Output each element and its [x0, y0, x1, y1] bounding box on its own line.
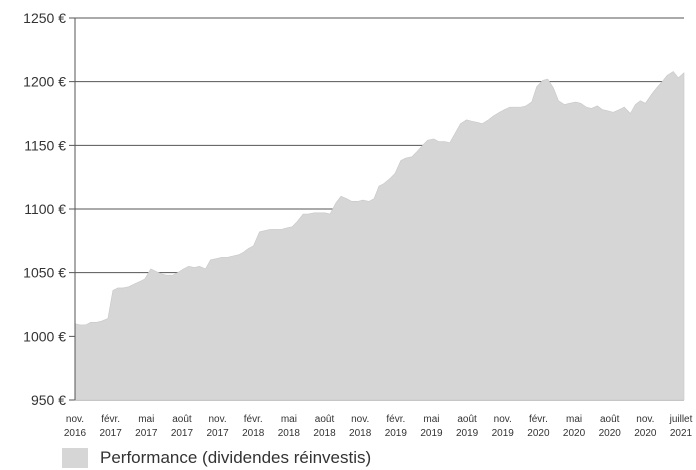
y-tick-label: 1050 € — [23, 265, 66, 281]
x-tick-year: 2020 — [527, 428, 550, 439]
y-tick-label: 1100 € — [24, 201, 66, 217]
y-tick-label: 950 € — [31, 392, 66, 408]
x-tick-month: nov. — [66, 414, 84, 425]
x-tick-year: 2018 — [242, 428, 265, 439]
x-tick-month: févr. — [244, 414, 263, 425]
legend-swatch — [62, 448, 88, 468]
x-tick-year: 2017 — [100, 428, 123, 439]
x-tick-month: août — [600, 414, 620, 425]
area-chart: 950 € 1000 € 1050 € 1100 € 1150 € 1200 € 1250 … — [23, 10, 693, 439]
x-tick-year: 2019 — [492, 428, 515, 439]
x-tick-year: 2021 — [670, 428, 693, 439]
y-tick-label: 1200 € — [23, 74, 66, 90]
x-tick-year: 2019 — [385, 428, 408, 439]
x-tick-year: 2017 — [171, 428, 194, 439]
x-axis-ticks: nov. 2016 févr. 2017 mai 2017 août 2017 nov. 2017… — [64, 414, 693, 439]
x-tick-month: août — [457, 414, 477, 425]
x-tick-month: févr. — [101, 414, 120, 425]
legend-label: Performance (dividendes réinvestis) — [100, 448, 372, 467]
x-tick-month: juillet — [669, 414, 693, 425]
x-tick-year: 2016 — [64, 428, 87, 439]
series-area-performance — [74, 71, 685, 401]
x-tick-year: 2020 — [634, 428, 657, 439]
x-tick-month: août — [315, 414, 335, 425]
y-tick-label: 1000 € — [23, 328, 66, 344]
x-tick-month: mai — [423, 414, 439, 425]
x-tick-month: nov. — [209, 414, 227, 425]
y-axis-ticks: 950 € 1000 € 1050 € 1100 € 1150 € 1200 € 1250 … — [23, 10, 66, 408]
x-tick-year: 2017 — [135, 428, 158, 439]
x-tick-month: nov. — [494, 414, 512, 425]
x-tick-year: 2018 — [278, 428, 301, 439]
x-tick-month: mai — [566, 414, 582, 425]
x-tick-year: 2019 — [456, 428, 479, 439]
x-tick-year: 2018 — [349, 428, 372, 439]
x-tick-year: 2019 — [420, 428, 443, 439]
x-tick-month: mai — [138, 414, 154, 425]
x-tick-month: mai — [281, 414, 297, 425]
x-tick-month: nov. — [636, 414, 654, 425]
y-tick-label: 1250 € — [23, 10, 66, 26]
x-tick-month: nov. — [351, 414, 369, 425]
x-tick-month: févr. — [529, 414, 548, 425]
x-tick-month: févr. — [386, 414, 405, 425]
x-tick-year: 2020 — [563, 428, 586, 439]
x-tick-month: août — [172, 414, 192, 425]
y-tick-label: 1150 € — [24, 137, 66, 153]
x-tick-year: 2017 — [206, 428, 229, 439]
x-tick-year: 2018 — [313, 428, 336, 439]
x-tick-year: 2020 — [599, 428, 622, 439]
legend: Performance (dividendes réinvestis) — [62, 446, 371, 470]
